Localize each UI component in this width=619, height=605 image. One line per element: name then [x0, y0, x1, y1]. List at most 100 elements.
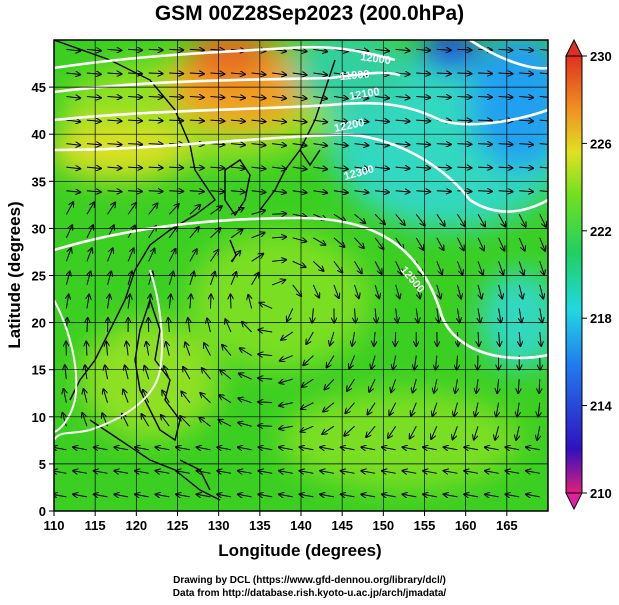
- wind-arrow: [251, 144, 266, 146]
- x-tick-label: 115: [85, 518, 106, 533]
- wind-arrow: [107, 203, 116, 215]
- wind-arrow: [403, 447, 417, 450]
- wind-arrow: [66, 295, 68, 309]
- wind-arrow: [251, 191, 266, 193]
- wind-arrow: [189, 120, 204, 121]
- wind-arrow: [498, 167, 513, 168]
- wind-arrow: [539, 261, 544, 274]
- wind-arrow: [391, 378, 397, 392]
- wind-arrow: [230, 144, 245, 145]
- wind-arrow: [238, 447, 252, 450]
- wind-arrow: [292, 191, 307, 193]
- wind-arrow: [209, 272, 215, 286]
- wind-arrow: [106, 342, 107, 356]
- wind-arrow: [361, 494, 376, 497]
- wind-arrow: [66, 120, 80, 122]
- wind-arrow: [410, 425, 417, 438]
- wind-arrow: [312, 308, 313, 322]
- wind-arrow: [354, 284, 359, 298]
- wind-arrow: [156, 494, 170, 497]
- wind-arrow: [84, 389, 87, 403]
- wind-arrow: [375, 191, 389, 193]
- wind-arrow: [258, 378, 273, 379]
- wind-arrow: [230, 272, 236, 286]
- wind-arrow: [144, 366, 150, 380]
- wind-arrow: [411, 402, 417, 416]
- y-tick-label: 0: [39, 504, 46, 519]
- wind-arrow: [65, 248, 71, 262]
- wind-arrow: [302, 378, 314, 387]
- wind-arrow: [416, 49, 430, 50]
- wind-arrow: [148, 144, 163, 145]
- wind-arrow: [375, 144, 389, 146]
- wind-arrow: [519, 284, 522, 299]
- wind-arrow: [395, 331, 396, 346]
- wind-arrow: [272, 97, 286, 99]
- wind-arrow: [436, 144, 451, 145]
- wind-arrow: [539, 143, 548, 145]
- wind-arrow: [354, 144, 369, 146]
- wind-arrow: [505, 471, 520, 474]
- wind-arrow: [292, 73, 307, 75]
- wind-arrow: [498, 73, 513, 74]
- wind-arrow: [176, 447, 190, 450]
- wind-arrow: [477, 191, 492, 192]
- wind-arrow: [292, 49, 307, 51]
- wind-arrow: [251, 73, 266, 75]
- wind-arrow: [300, 471, 314, 474]
- wind-arrow: [382, 494, 396, 497]
- wind-arrow: [54, 494, 67, 497]
- wind-arrow: [280, 355, 293, 361]
- wind-arrow: [477, 120, 492, 121]
- wind-arrow: [415, 284, 420, 298]
- wind-arrow: [395, 167, 410, 168]
- wind-arrow: [272, 237, 286, 238]
- wind-arrow: [413, 378, 417, 392]
- map-grid: [54, 40, 548, 511]
- wind-arrow: [189, 49, 204, 50]
- wind-arrow: [453, 426, 458, 439]
- x-axis-label: Longitude (degrees): [218, 541, 381, 560]
- x-tick-label: 150: [372, 518, 394, 533]
- wind-arrow: [323, 402, 335, 412]
- wind-arrow: [395, 120, 410, 121]
- wind-arrow: [54, 447, 67, 450]
- y-tick-label: 15: [32, 363, 46, 378]
- wind-arrow: [327, 355, 335, 368]
- wind-arrow: [477, 214, 485, 226]
- wind-arrow: [436, 73, 451, 74]
- wind-arrow: [128, 295, 130, 309]
- wind-arrow: [189, 205, 200, 215]
- wind-arrow: [354, 213, 366, 223]
- wind-arrow: [341, 447, 355, 450]
- wind-arrow: [320, 447, 335, 450]
- wind-arrow: [230, 294, 231, 309]
- wind-arrow: [435, 355, 436, 370]
- wind-arrow: [464, 471, 479, 474]
- wind-arrow: [437, 308, 439, 322]
- wind-arrow: [217, 494, 232, 497]
- wind-arrow: [476, 379, 478, 393]
- wind-arrow: [415, 213, 424, 225]
- wind-arrow: [73, 471, 88, 474]
- wind-arrow: [320, 471, 335, 474]
- wind-arrow: [287, 308, 294, 321]
- wind-arrow: [148, 167, 163, 168]
- wind-arrow: [498, 261, 504, 274]
- wind-arrow: [279, 426, 293, 429]
- wind-arrow: [86, 225, 93, 239]
- wind-arrow: [156, 447, 170, 450]
- wind-vectors: [54, 49, 548, 497]
- wind-arrow: [292, 260, 306, 267]
- wind-arrow: [444, 447, 458, 450]
- wind-arrow: [395, 191, 410, 192]
- wind-arrow: [375, 49, 389, 51]
- wind-arrow: [518, 261, 524, 274]
- wind-arrow: [108, 271, 112, 286]
- wind-arrow: [251, 233, 265, 239]
- wind-arrow: [477, 97, 492, 98]
- wind-arrow: [107, 144, 122, 145]
- wind-arrow: [272, 260, 286, 262]
- height-contours: [54, 40, 548, 441]
- wind-arrow: [539, 72, 548, 75]
